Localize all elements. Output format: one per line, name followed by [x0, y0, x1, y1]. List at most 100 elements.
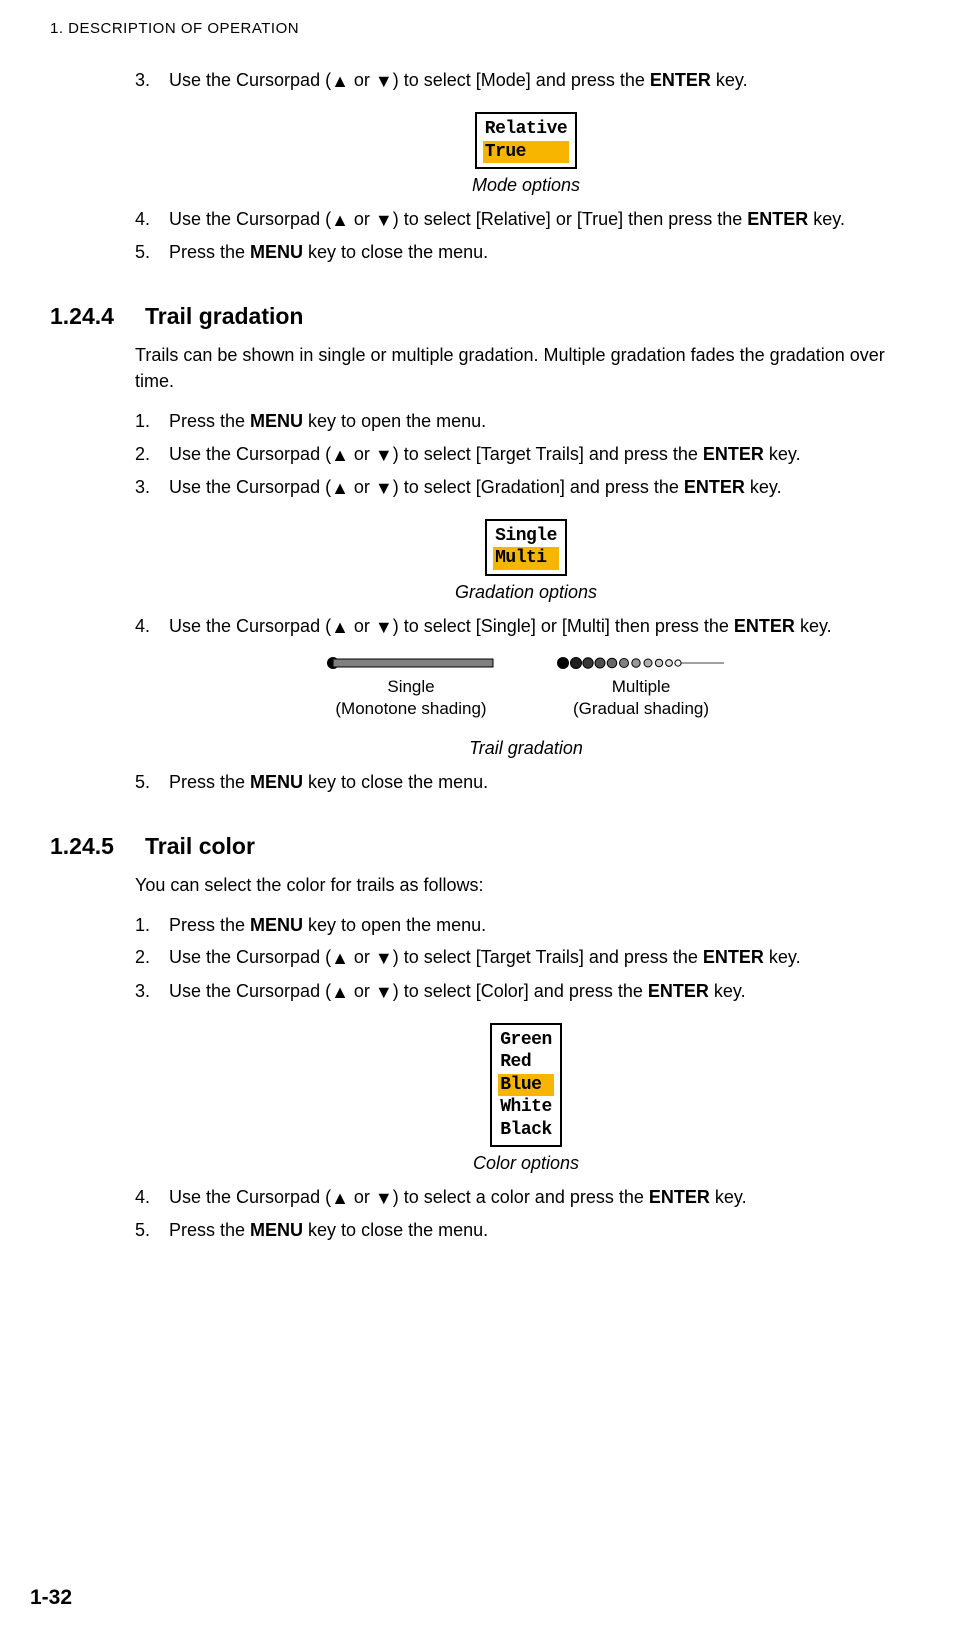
key-name: MENU — [250, 915, 303, 935]
text-fragment: key. — [813, 209, 845, 229]
triangle-up-icon: ▲ — [331, 207, 349, 233]
triangle-down-icon: ▼ — [375, 1185, 393, 1211]
text-fragment: key to close the menu. — [303, 1220, 488, 1240]
section-1-24-5-content: You can select the color for trails as f… — [135, 872, 917, 1243]
text-fragment: ) to select [Single] or [Multi] then pre… — [393, 616, 734, 636]
text-fragment: or — [349, 616, 375, 636]
option-true: True — [483, 141, 569, 164]
triangle-up-icon: ▲ — [331, 979, 349, 1005]
section-intro: Trails can be shown in single or multipl… — [135, 342, 917, 394]
step-text: Use the Cursorpad (▲ or ▼) to select [Gr… — [169, 474, 917, 501]
key-name: ENTER — [734, 616, 795, 636]
single-shading-column: Single (Monotone shading) — [326, 654, 496, 720]
text-fragment: key. — [709, 981, 746, 1001]
step-number: 3. — [135, 67, 169, 94]
step-text: Use the Cursorpad (▲ or ▼) to select a c… — [169, 1184, 917, 1211]
text-fragment: key to open the menu. — [303, 915, 486, 935]
sec1-step-1: 1. Press the MENU key to open the menu. — [135, 408, 917, 434]
option-color: Red — [498, 1051, 554, 1074]
section-title: Trail color — [145, 833, 255, 860]
key-name: MENU — [250, 242, 303, 262]
step-text: Press the MENU key to close the menu. — [169, 239, 917, 265]
step-list-b: 4. Use the Cursorpad (▲ or ▼) to select … — [135, 206, 917, 265]
option-color: Black — [498, 1119, 554, 1142]
gradation-illustration: Single (Monotone shading) — [135, 654, 917, 720]
figure-caption: Color options — [135, 1153, 917, 1174]
step-number: 1. — [135, 408, 169, 434]
step-list-sec2b: 4. Use the Cursorpad (▲ or ▼) to select … — [135, 1184, 917, 1243]
option-multi: Multi — [493, 547, 559, 570]
single-bar-icon — [326, 656, 496, 670]
step-number: 5. — [135, 239, 169, 265]
triangle-down-icon: ▼ — [375, 207, 393, 233]
text-fragment: Use the Cursorpad ( — [169, 1187, 331, 1207]
text-fragment: Use the Cursorpad ( — [169, 616, 331, 636]
sec2-step-4: 4. Use the Cursorpad (▲ or ▼) to select … — [135, 1184, 917, 1211]
step-number: 1. — [135, 912, 169, 938]
step-list-sec1b: 4. Use the Cursorpad (▲ or ▼) to select … — [135, 613, 917, 640]
text-fragment: Use the Cursorpad ( — [169, 70, 331, 90]
text-fragment: key. — [764, 444, 801, 464]
step-text: Press the MENU key to open the menu. — [169, 408, 917, 434]
triangle-down-icon: ▼ — [375, 442, 393, 468]
option-single: Single — [493, 525, 559, 548]
text-fragment: Use the Cursorpad ( — [169, 444, 331, 464]
text-fragment: or — [349, 444, 375, 464]
step-4: 4. Use the Cursorpad (▲ or ▼) to select … — [135, 206, 917, 233]
text-fragment: Press the — [169, 242, 250, 262]
text-fragment: or — [349, 70, 375, 90]
text-fragment: ) to select [Gradation] and press the — [393, 477, 684, 497]
text-fragment: ) to select [Target Trails] and press th… — [393, 444, 703, 464]
step-number: 2. — [135, 944, 169, 971]
text-fragment: ) to select [Relative] or [True] then pr… — [393, 209, 748, 229]
key-name: ENTER — [703, 444, 764, 464]
text-fragment: Use the Cursorpad ( — [169, 209, 331, 229]
text-fragment: ) to select [Color] and press the — [393, 981, 648, 1001]
text-fragment: Press the — [169, 915, 250, 935]
sec2-step-5: 5. Press the MENU key to close the menu. — [135, 1217, 917, 1243]
section-intro: You can select the color for trails as f… — [135, 872, 917, 898]
mode-options-figure: Relative True Mode options — [135, 112, 917, 196]
key-name: ENTER — [703, 947, 764, 967]
figure-caption: Gradation options — [135, 582, 917, 603]
step-number: 4. — [135, 613, 169, 640]
step-list-a: 3. Use the Cursorpad (▲ or ▼) to select … — [135, 67, 917, 94]
multiple-shading-column: Multiple (Gradual shading) — [556, 654, 726, 720]
text-fragment: or — [349, 981, 375, 1001]
multiple-bar-icon — [556, 656, 726, 670]
text-fragment: or — [349, 1187, 375, 1207]
step-text: Use the Cursorpad (▲ or ▼) to select [Ta… — [169, 441, 917, 468]
section-heading-1-24-5: 1.24.5 Trail color — [50, 833, 917, 860]
triangle-down-icon: ▼ — [375, 475, 393, 501]
multiple-label-1: Multiple — [556, 676, 726, 698]
multiple-label-2: (Gradual shading) — [556, 698, 726, 720]
key-name: MENU — [250, 1220, 303, 1240]
text-fragment: key. — [764, 947, 801, 967]
step-text: Use the Cursorpad (▲ or ▼) to select [Ta… — [169, 944, 917, 971]
sec1-step-5: 5. Press the MENU key to close the menu. — [135, 769, 917, 795]
step-text: Use the Cursorpad (▲ or ▼) to select [Mo… — [169, 67, 917, 94]
mode-options-box: Relative True — [475, 112, 577, 169]
figure-caption: Trail gradation — [135, 738, 917, 759]
text-fragment: key to open the menu. — [303, 411, 486, 431]
page-number: 1-32 — [30, 1586, 72, 1610]
option-color: Green — [498, 1029, 554, 1052]
key-name: MENU — [250, 411, 303, 431]
single-label-2: (Monotone shading) — [326, 698, 496, 720]
section-heading-1-24-4: 1.24.4 Trail gradation — [50, 303, 917, 330]
text-fragment: or — [349, 209, 375, 229]
triangle-up-icon: ▲ — [331, 475, 349, 501]
text-fragment: key to close the menu. — [303, 242, 488, 262]
page-header: 1. DESCRIPTION OF OPERATION — [50, 20, 917, 37]
step-number: 5. — [135, 769, 169, 795]
text-fragment: Use the Cursorpad ( — [169, 477, 331, 497]
step-text: Use the Cursorpad (▲ or ▼) to select [Co… — [169, 978, 917, 1005]
text-fragment: key. — [711, 70, 748, 90]
text-fragment: Use the Cursorpad ( — [169, 981, 331, 1001]
text-fragment: Use the Cursorpad ( — [169, 947, 331, 967]
triangle-down-icon: ▼ — [375, 614, 393, 640]
triangle-up-icon: ▲ — [331, 442, 349, 468]
section-number: 1.24.4 — [50, 303, 145, 330]
text-fragment: Press the — [169, 772, 250, 792]
step-text: Press the MENU key to open the menu. — [169, 912, 917, 938]
